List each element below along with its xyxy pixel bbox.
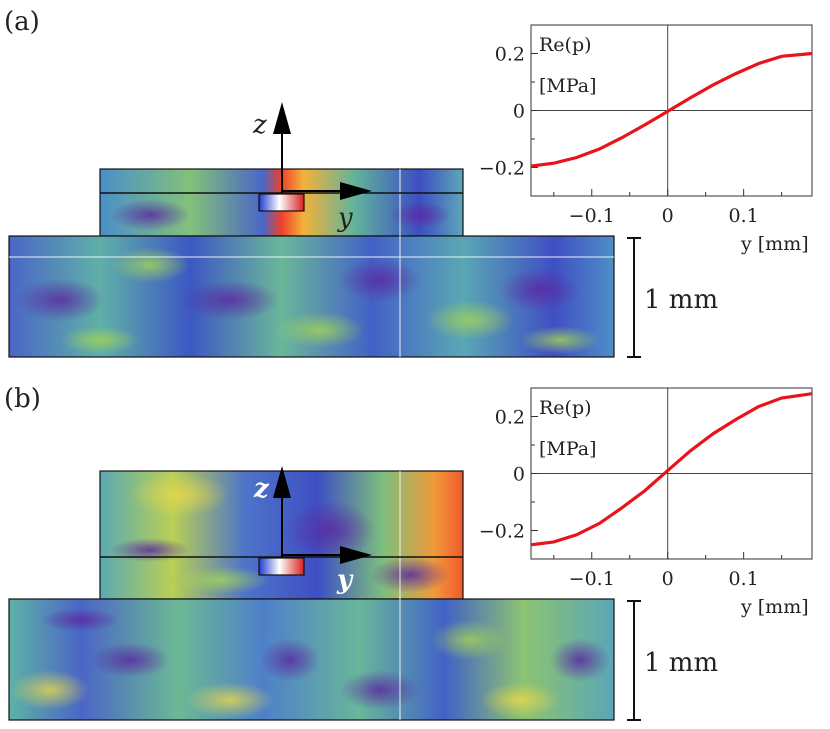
y-tick-label: 0 xyxy=(513,101,525,123)
pressure-curve xyxy=(530,51,813,168)
y-arrowhead-icon xyxy=(340,182,372,200)
transducer-patch xyxy=(258,557,305,576)
y-tick-label: 0 xyxy=(513,464,525,486)
y-axis-label: y xyxy=(337,203,353,233)
z-axis-label: z xyxy=(252,110,267,140)
field-plot xyxy=(8,168,615,358)
panel-b: (b) xyxy=(4,384,813,721)
x-tick-label: −0.1 xyxy=(569,568,615,590)
panel-label: (b) xyxy=(4,384,41,414)
x-tick-label: 0.1 xyxy=(729,205,759,227)
coordinate-axes: z y xyxy=(253,466,372,595)
ylabel-line1: Re(p) xyxy=(539,397,592,419)
x-tick-label: 0 xyxy=(662,568,674,590)
x-tick-label: −0.1 xyxy=(569,205,615,227)
ylabel-line2: [MPa] xyxy=(539,75,597,97)
y-tick-label: 0.2 xyxy=(495,407,525,429)
y-tick-label: 0.2 xyxy=(495,44,525,66)
x-tick-label: 0.1 xyxy=(729,568,759,590)
panel-label: (a) xyxy=(4,7,40,37)
y-tick-label: −0.2 xyxy=(479,521,525,543)
scale-bar: 1 mm xyxy=(627,600,718,721)
coordinate-axes: z y xyxy=(252,102,372,233)
pressure-chart: Re(p) [MPa] y [mm] −0.1 0 0.1 0.2 0 −0.2 xyxy=(479,24,813,255)
y-arrowhead-icon xyxy=(340,546,372,564)
xlabel: y [mm] xyxy=(740,596,809,618)
field-texture xyxy=(15,199,600,354)
xlabel: y [mm] xyxy=(740,233,809,255)
z-axis-label: z xyxy=(253,474,270,504)
field-plot xyxy=(8,470,615,721)
pressure-curve xyxy=(530,392,813,547)
scale-bar: 1 mm xyxy=(627,237,718,358)
ylabel-line1: Re(p) xyxy=(539,34,592,56)
ylabel-line2: [MPa] xyxy=(539,438,597,460)
x-tick-label: 0 xyxy=(662,205,674,227)
panel-a: (a) xyxy=(4,7,813,358)
transducer-patch xyxy=(258,193,305,212)
pressure-chart: Re(p) [MPa] y [mm] −0.1 0 0.1 0.2 0 −0.2 xyxy=(479,387,813,618)
y-axis-label: y xyxy=(336,565,354,595)
y-tick-label: −0.2 xyxy=(479,158,525,180)
z-arrowhead-icon xyxy=(273,102,291,134)
scale-bar-label: 1 mm xyxy=(644,285,718,315)
scale-bar-label: 1 mm xyxy=(644,648,718,678)
z-arrowhead-icon xyxy=(273,466,291,498)
